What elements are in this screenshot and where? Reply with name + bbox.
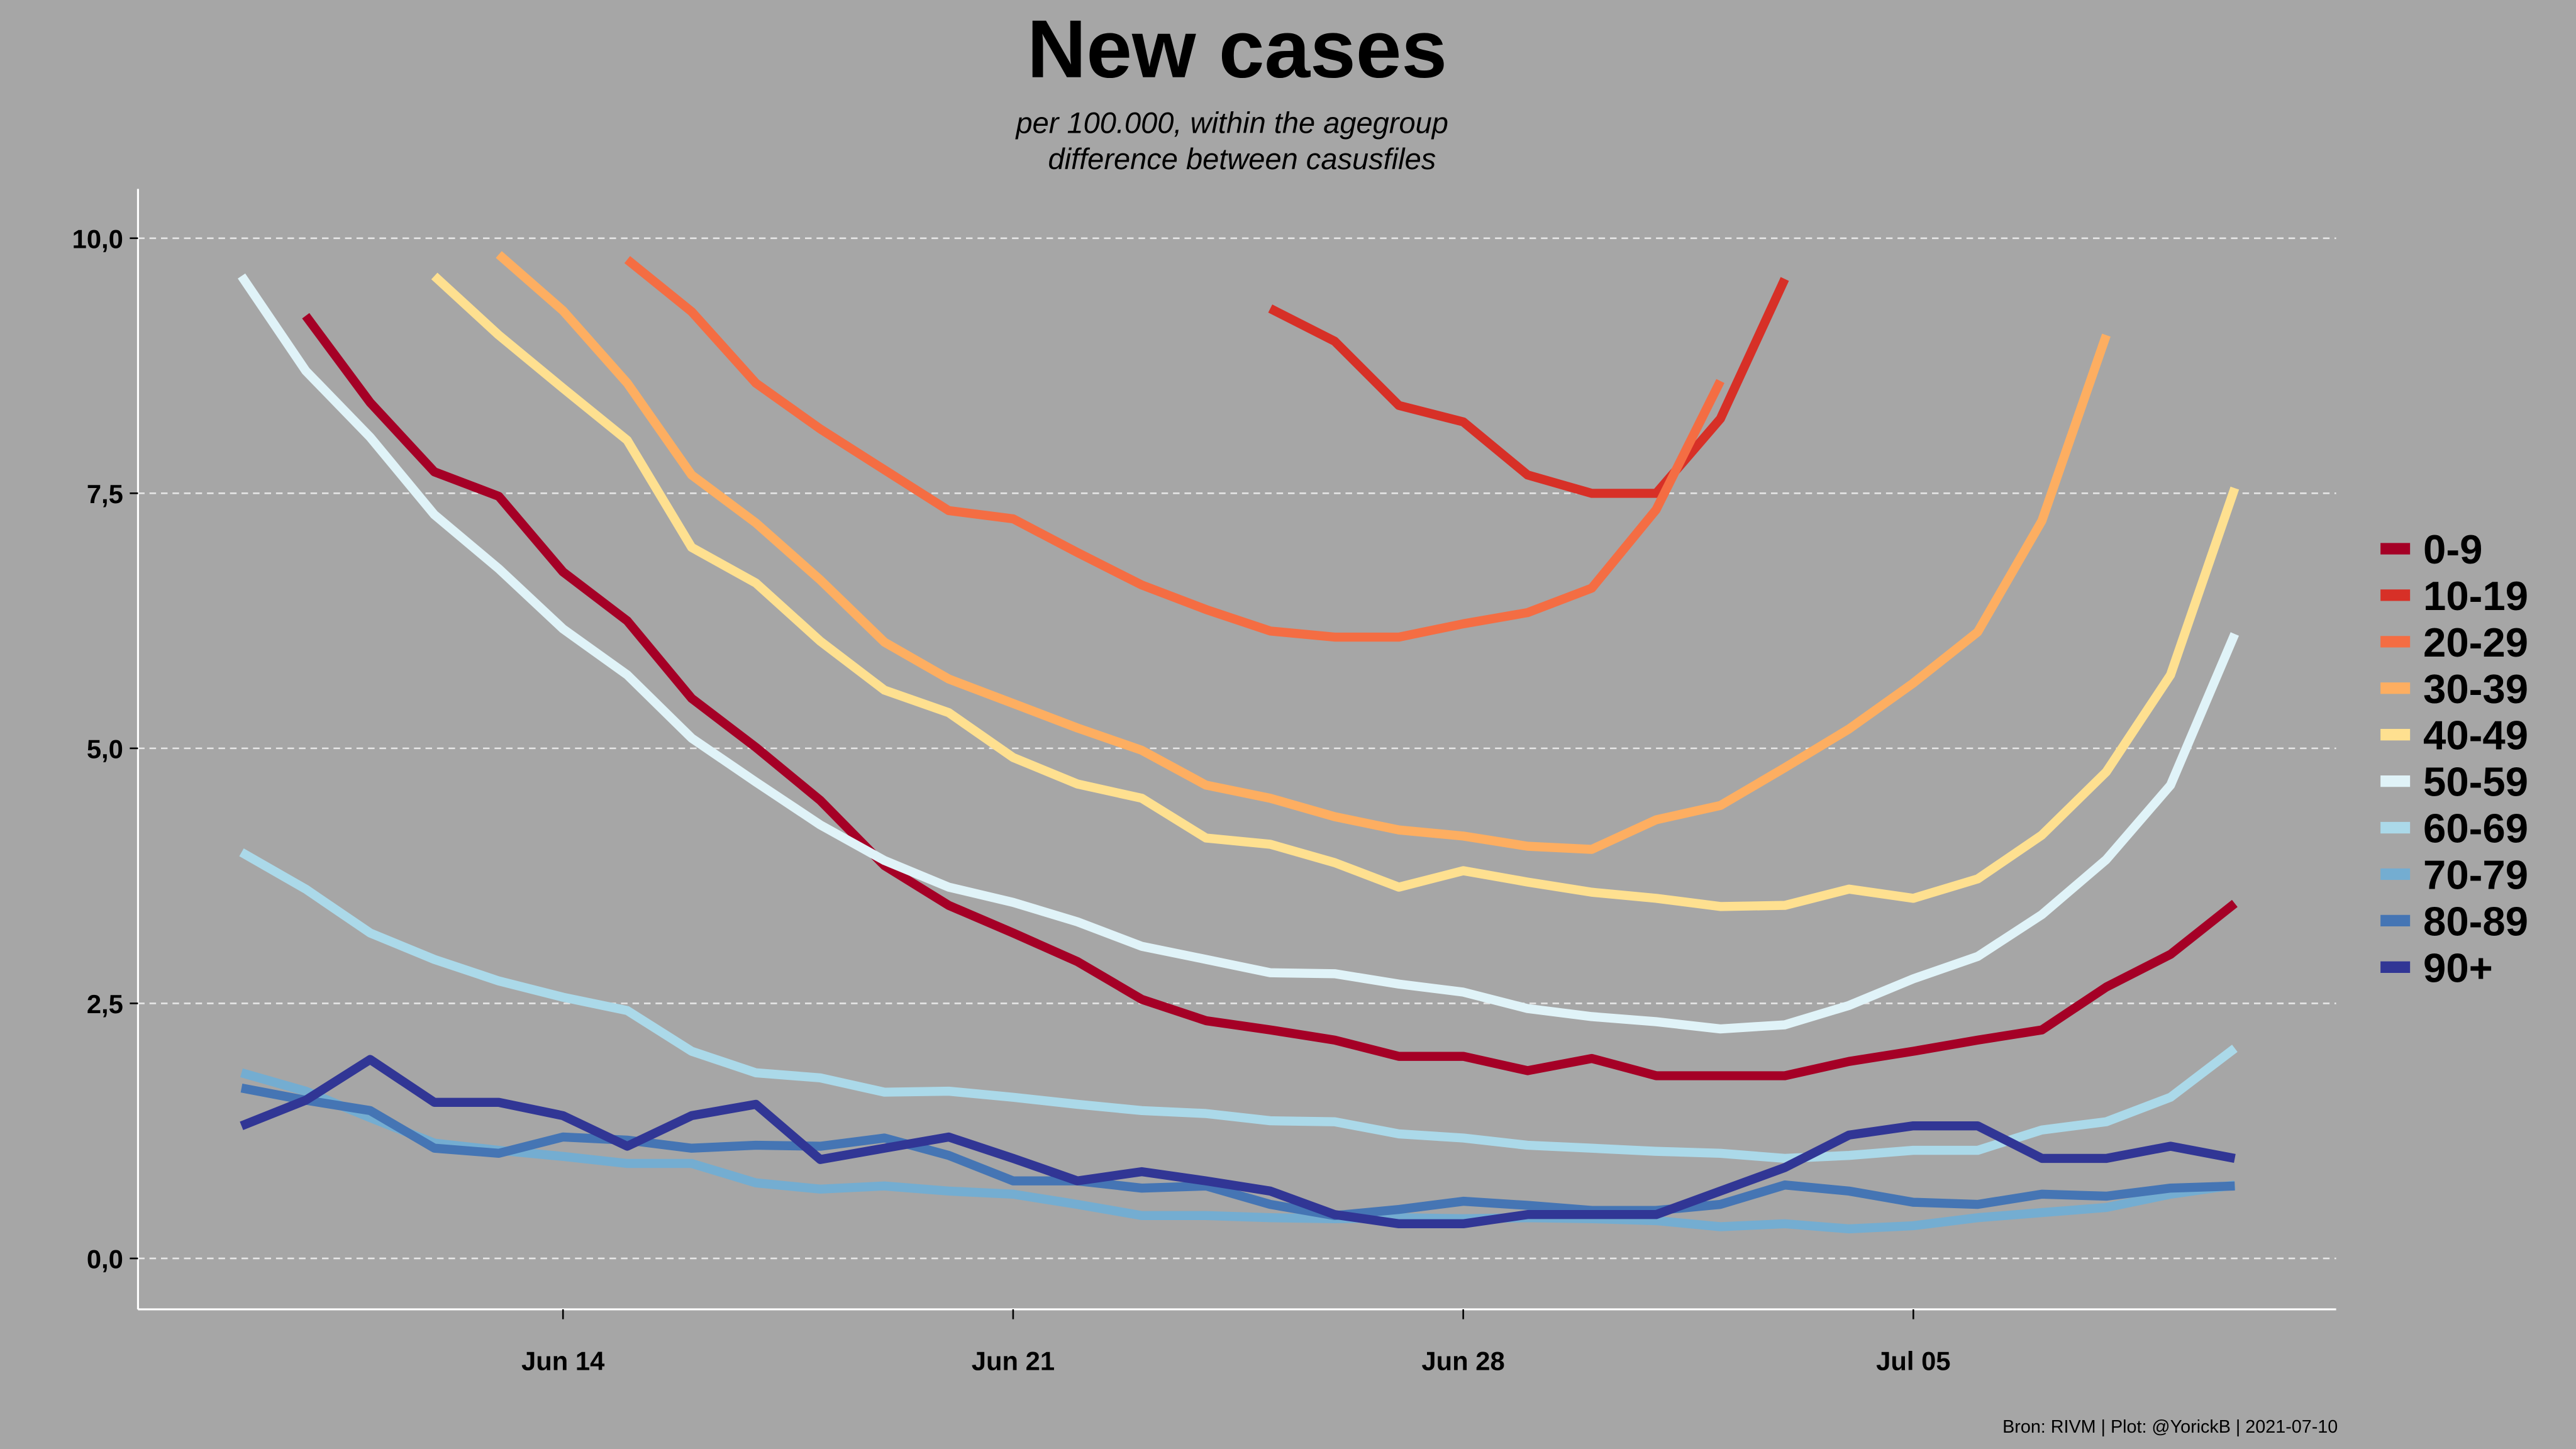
series-line-20-29 <box>624 256 1724 642</box>
legend-label: 70-79 <box>2423 852 2528 897</box>
y-tick-label: 10,0 <box>72 224 123 253</box>
x-tick-label: Jun 28 <box>1421 1346 1504 1376</box>
legend-label: 80-89 <box>2423 898 2528 944</box>
series-line-10-19 <box>1268 277 1789 498</box>
series-line-90+ <box>240 1055 2236 1229</box>
x-tick-label: Jun 14 <box>521 1346 605 1376</box>
y-tick-label: 7,5 <box>87 479 123 509</box>
y-tick-label: 2,5 <box>87 989 123 1019</box>
y-tick-label: 0,0 <box>87 1245 123 1274</box>
chart-subtitle-line-1: per 100.000, within the agegroup <box>1014 106 1448 140</box>
legend-label: 40-49 <box>2423 713 2528 758</box>
chart-caption: Bron: RIVM | Plot: @YorickB | 2021-07-10 <box>2002 1417 2338 1437</box>
legend-label: 30-39 <box>2423 666 2528 712</box>
legend-item: 80-89 <box>2380 898 2528 944</box>
series-line-50-59 <box>238 273 2240 1034</box>
series-line-70-79 <box>240 1068 2236 1234</box>
x-tick-label: Jul 05 <box>1876 1346 1950 1376</box>
legend-label: 90+ <box>2423 945 2493 991</box>
legend-item: 70-79 <box>2380 852 2528 897</box>
gridlines <box>138 237 2336 1260</box>
series-line-80-89 <box>240 1084 2235 1220</box>
legend-item: 90+ <box>2380 945 2493 991</box>
legend-label: 10-19 <box>2423 573 2528 619</box>
chart-subtitle-line-2: difference between casusfiles <box>1048 142 1436 175</box>
legend-item: 20-29 <box>2380 619 2528 665</box>
legend-item: 30-39 <box>2380 666 2528 712</box>
y-tick-label: 5,0 <box>87 735 123 764</box>
y-ticks: 0,0 2,5 5,0 7,5 10,0 <box>72 224 138 1274</box>
series-line-60-69 <box>239 848 2238 1163</box>
legend-item: 0-9 <box>2380 526 2482 572</box>
legend-label: 60-69 <box>2423 806 2528 852</box>
legend-item: 50-59 <box>2380 759 2528 805</box>
legend-label: 0-9 <box>2423 526 2482 572</box>
axes <box>136 189 2336 1311</box>
x-tick-label: Jun 21 <box>972 1346 1055 1376</box>
legend-item: 60-69 <box>2380 806 2528 852</box>
series-lines <box>238 251 2240 1234</box>
series-line-30-39 <box>496 251 2111 854</box>
legend-item: 40-49 <box>2380 713 2528 758</box>
series-line-40-49 <box>431 272 2240 911</box>
legend-item: 10-19 <box>2380 573 2528 619</box>
series-line-0-9 <box>302 313 2238 1080</box>
chart-title: New cases <box>1027 3 1447 95</box>
legend-label: 20-29 <box>2423 619 2528 665</box>
x-ticks: Jun 14 Jun 21 Jun 28 Jul 05 <box>521 1309 1951 1376</box>
legend-label: 50-59 <box>2423 759 2528 805</box>
legend: 0-910-1920-2930-3940-4950-5960-6970-7980… <box>2380 526 2528 991</box>
